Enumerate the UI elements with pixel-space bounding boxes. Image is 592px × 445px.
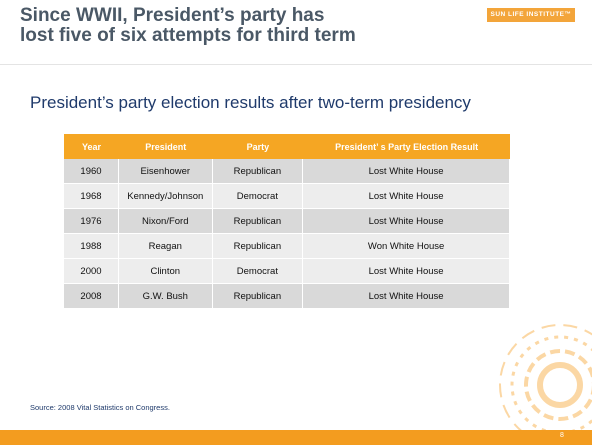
subtitle: President’s party election results after… xyxy=(30,93,471,112)
column-header: Year xyxy=(64,134,119,159)
table-cell: Kennedy/Johnson xyxy=(119,184,213,209)
logo: SUN LIFE INSTITUTE™ xyxy=(487,8,575,22)
table-cell: 1976 xyxy=(64,209,119,234)
table-cell: Reagan xyxy=(119,234,213,259)
page-number: 8 xyxy=(560,432,564,439)
table-cell: Clinton xyxy=(119,259,213,284)
table-cell: Won White House xyxy=(303,234,510,259)
table-row: 2000 Clinton Democrat Lost White House xyxy=(64,259,510,284)
table-row: 2008 G.W. Bush Republican Lost White House xyxy=(64,284,510,309)
table-cell: Eisenhower xyxy=(119,159,213,184)
table-cell: 2008 xyxy=(64,284,119,309)
results-table: Year President Party President’ s Party Ele… xyxy=(64,134,510,309)
table-cell: Lost White House xyxy=(303,159,510,184)
table-cell: Nixon/Ford xyxy=(119,209,213,234)
table-cell: 2000 xyxy=(64,259,119,284)
table-cell: 1988 xyxy=(64,234,119,259)
table-row: 1988 Reagan Republican Won White House xyxy=(64,234,510,259)
title-line: Since WWII, President’s party has xyxy=(20,5,325,26)
table-body: 1960 Eisenhower Republican Lost White House… xyxy=(64,159,510,309)
table-row: 1976 Nixon/Ford Republican Lost White House xyxy=(64,209,510,234)
table-cell: Republican xyxy=(212,234,304,259)
table-cell: 1960 xyxy=(64,159,119,184)
sun-rings xyxy=(499,324,592,430)
table-cell: Democrat xyxy=(212,184,304,209)
header-row: Year President Party President’ s Party Ele… xyxy=(64,134,510,159)
footer-bar xyxy=(0,430,592,445)
divider xyxy=(0,64,592,65)
table-cell: 1968 xyxy=(64,184,119,209)
table-cell: Lost White House xyxy=(303,259,510,284)
table-cell: Lost White House xyxy=(303,184,510,209)
sun-decoration xyxy=(499,324,592,430)
column-header: President’ s Party Election Result xyxy=(303,134,510,159)
table-cell: Republican xyxy=(212,284,304,309)
table-row: 1960 Eisenhower Republican Lost White House xyxy=(64,159,510,184)
table-cell: Democrat xyxy=(212,259,304,284)
table-cell: Lost White House xyxy=(303,209,510,234)
table-cell: Republican xyxy=(212,159,304,184)
title-line: lost five of six attempts for third term xyxy=(20,25,356,46)
column-header: President xyxy=(119,134,213,159)
table-cell: Lost White House xyxy=(303,284,510,309)
slide-title: Since WWII, President’s party has lost f… xyxy=(20,6,356,46)
table-cell: Republican xyxy=(212,209,304,234)
table-row: 1968 Kennedy/Johnson Democrat Lost White Ho… xyxy=(64,184,510,209)
table-cell: G.W. Bush xyxy=(119,284,213,309)
column-header: Party xyxy=(212,134,304,159)
table-head: Year President Party President’ s Party Ele… xyxy=(64,134,510,159)
source-note: Source: 2008 Vital Statistics on Congres… xyxy=(30,403,170,412)
